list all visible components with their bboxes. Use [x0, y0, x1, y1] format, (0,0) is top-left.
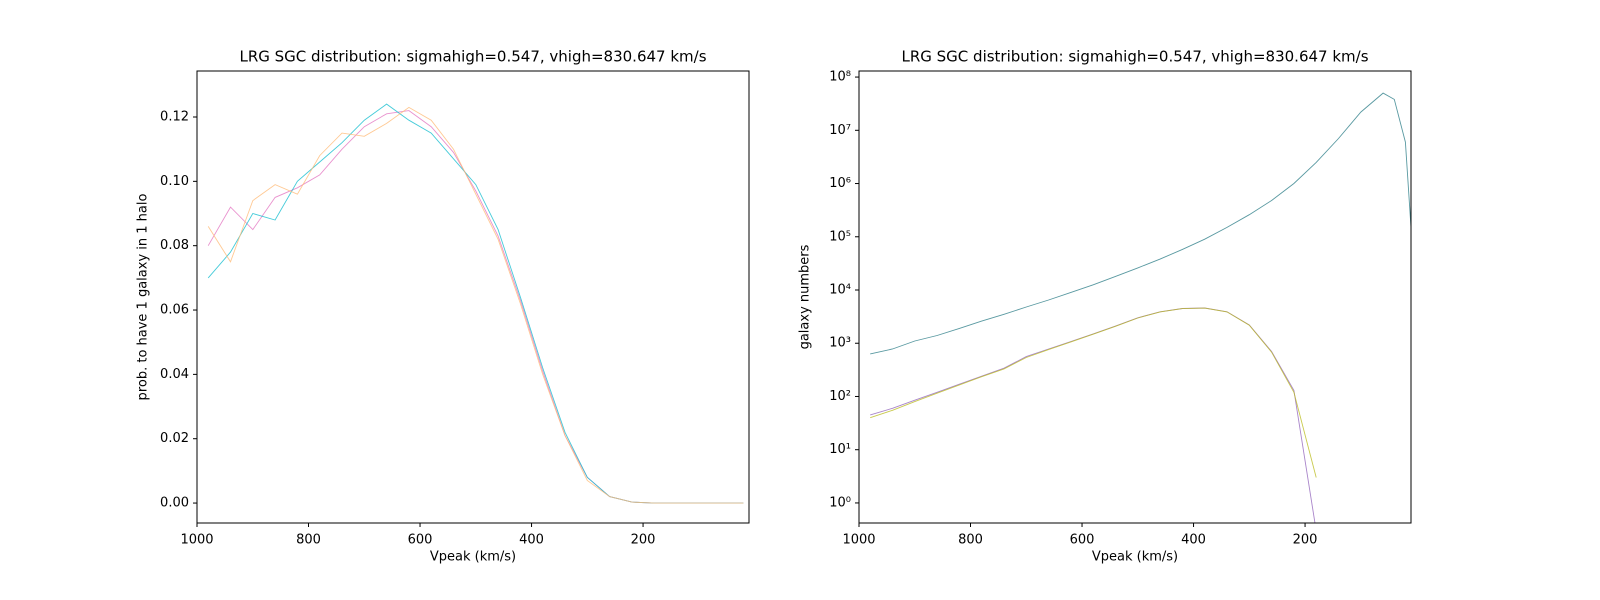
data-line [870, 307, 1317, 478]
y-tick-label: 10³ [829, 336, 851, 351]
x-tick-label: 200 [1293, 533, 1318, 548]
y-tick-label: 0.10 [160, 174, 189, 189]
data-line [870, 92, 1411, 355]
y-axis-label: prob. to have 1 galaxy in 1 halo [136, 194, 151, 401]
y-tick-label: 0.08 [160, 238, 189, 253]
x-tick-label: 600 [1070, 533, 1095, 548]
y-tick-label: 10² [829, 389, 851, 404]
y-axis-label: galaxy numbers [798, 244, 813, 349]
x-tick-label: 1000 [842, 533, 875, 548]
x-tick-label: 600 [408, 533, 433, 548]
plot-area [207, 103, 744, 504]
data-line [207, 103, 744, 504]
plot-area [870, 92, 1411, 523]
y-tick-label: 10⁷ [829, 123, 851, 138]
subplot: LRG SGC distribution: sigmahigh=0.547, v… [798, 48, 1412, 565]
y-tick-label: 10⁸ [829, 70, 851, 85]
subplot: LRG SGC distribution: sigmahigh=0.547, v… [136, 48, 750, 565]
x-axis-label: Vpeak (km/s) [430, 550, 516, 565]
x-tick-label: 800 [296, 533, 321, 548]
y-tick-label: 0.04 [160, 367, 189, 382]
x-tick-label: 400 [1181, 533, 1206, 548]
axes-frame [858, 70, 1412, 524]
y-tick-label: 0.12 [160, 110, 189, 125]
x-tick-label: 1000 [180, 533, 213, 548]
y-tick-label: 10¹ [829, 442, 851, 457]
chart-title: LRG SGC distribution: sigmahigh=0.547, v… [239, 48, 706, 66]
y-tick-label: 0.00 [160, 496, 189, 511]
chart-title: LRG SGC distribution: sigmahigh=0.547, v… [901, 48, 1368, 66]
x-axis-label: Vpeak (km/s) [1092, 550, 1178, 565]
x-tick-label: 400 [519, 533, 544, 548]
y-tick-label: 10⁶ [829, 176, 851, 191]
y-tick-label: 0.06 [160, 303, 189, 318]
y-tick-label: 10⁴ [829, 283, 851, 298]
x-tick-label: 800 [958, 533, 983, 548]
data-line [207, 106, 744, 504]
y-tick-label: 0.02 [160, 431, 189, 446]
data-line [207, 110, 744, 504]
data-line [870, 307, 1316, 523]
y-tick-label: 10⁵ [829, 229, 851, 244]
axes-frame [196, 70, 750, 524]
y-tick-label: 10⁰ [829, 495, 851, 510]
x-tick-label: 200 [631, 533, 656, 548]
